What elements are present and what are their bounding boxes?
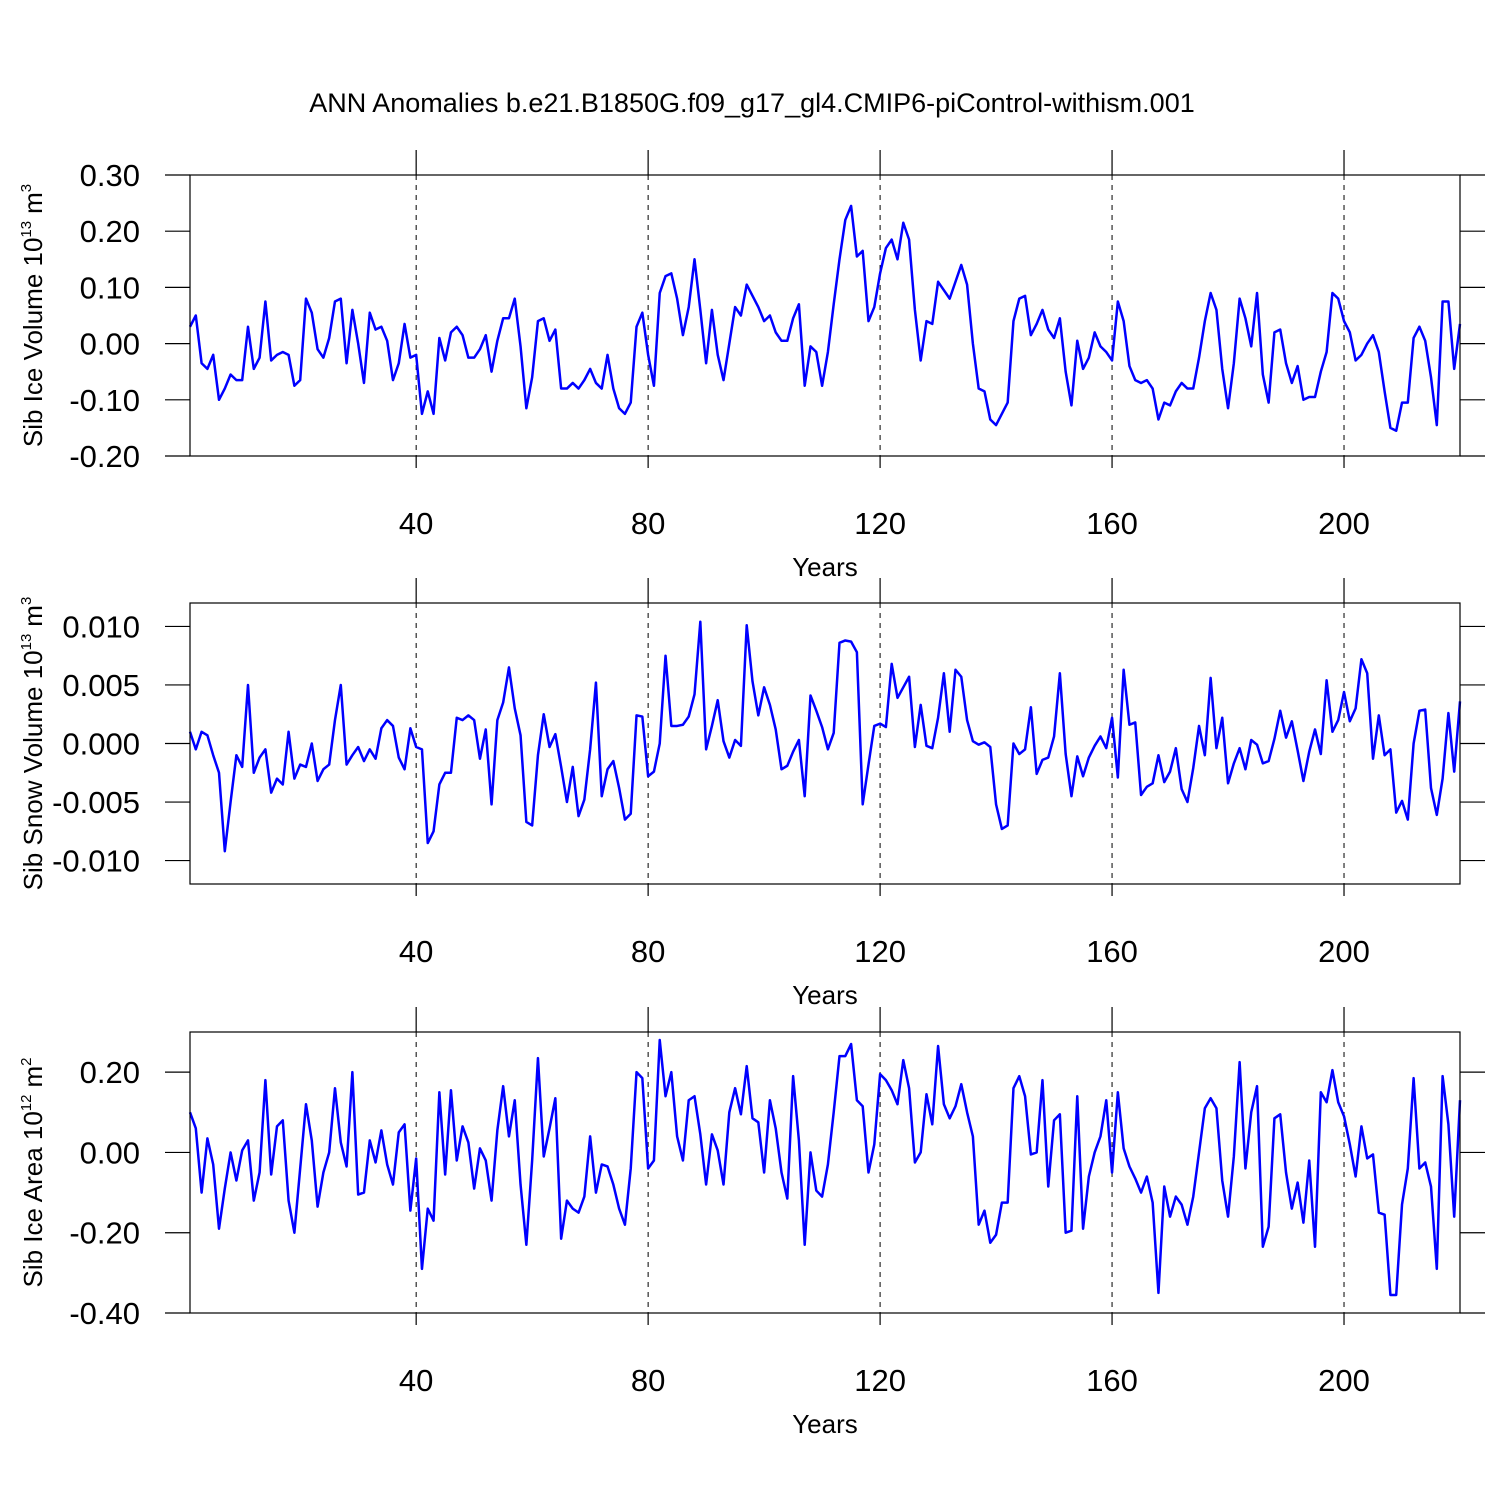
x-axis-label: Years <box>792 552 858 582</box>
y-label-text: Sib Ice Area 10 <box>18 1111 48 1287</box>
y-tick-label: 0.20 <box>80 1055 140 1090</box>
y-axis-label: Sib Snow Volume 1013 m3 <box>18 597 48 891</box>
y-label-unit-power: 3 <box>18 184 35 192</box>
y-label-unit-power: 3 <box>18 597 35 605</box>
y-label-exponent: 13 <box>18 221 35 238</box>
x-tick-label: 120 <box>854 1363 906 1398</box>
y-tick-label: 0.00 <box>80 327 140 362</box>
x-tick-label: 160 <box>1086 934 1138 969</box>
y-tick-label: -0.010 <box>52 844 140 879</box>
y-tick-label: -0.10 <box>69 383 140 418</box>
y-tick-label: 0.000 <box>62 727 140 762</box>
y-axis-label: Sib Ice Volume 1013 m3 <box>18 184 48 447</box>
y-label-unit: m <box>18 1066 48 1088</box>
x-tick-label: 200 <box>1318 1363 1370 1398</box>
x-tick-label: 200 <box>1318 934 1370 969</box>
y-tick-label: 0.20 <box>80 214 140 249</box>
x-tick-label: 40 <box>399 506 433 541</box>
y-label-unit: m <box>18 192 48 214</box>
y-axis-label: Sib Ice Area 1012 m2 <box>18 1057 48 1287</box>
y-label-exponent: 12 <box>18 1094 35 1111</box>
y-tick-label: 0.30 <box>80 158 140 193</box>
plot-frame <box>189 602 1461 885</box>
x-tick-label: 120 <box>854 934 906 969</box>
y-label-unit: m <box>18 605 48 627</box>
data-line <box>188 620 1462 853</box>
x-tick-label: 120 <box>854 506 906 541</box>
plot-frame <box>189 1031 1461 1314</box>
y-tick-label: 0.005 <box>62 668 140 703</box>
x-tick-label: 160 <box>1086 1363 1138 1398</box>
y-label-unit-power: 2 <box>18 1057 35 1065</box>
x-tick-label: 80 <box>631 506 665 541</box>
y-label-text: Sib Ice Volume 10 <box>18 238 48 448</box>
y-tick-label: -0.40 <box>69 1296 140 1331</box>
y-tick-label: 0.010 <box>62 609 140 644</box>
y-tick-label: -0.20 <box>69 439 140 474</box>
chart-title: ANN Anomalies b.e21.B1850G.f09_g17_gl4.C… <box>309 88 1194 118</box>
y-label-exponent: 13 <box>18 634 35 651</box>
plot-frame <box>189 174 1461 457</box>
y-tick-label: -0.20 <box>69 1216 140 1251</box>
x-axis-label: Years <box>792 1409 858 1439</box>
y-tick-label: -0.005 <box>52 785 140 820</box>
x-tick-label: 160 <box>1086 506 1138 541</box>
x-tick-label: 80 <box>631 1363 665 1398</box>
x-tick-label: 80 <box>631 934 665 969</box>
x-tick-label: 40 <box>399 1363 433 1398</box>
y-tick-label: 0.00 <box>80 1135 140 1170</box>
x-tick-label: 200 <box>1318 506 1370 541</box>
data-line <box>188 1038 1462 1297</box>
y-tick-label: 0.10 <box>80 270 140 305</box>
x-tick-label: 40 <box>399 934 433 969</box>
y-label-text: Sib Snow Volume 10 <box>18 650 48 890</box>
data-line <box>188 204 1462 432</box>
x-axis-label: Years <box>792 980 858 1010</box>
